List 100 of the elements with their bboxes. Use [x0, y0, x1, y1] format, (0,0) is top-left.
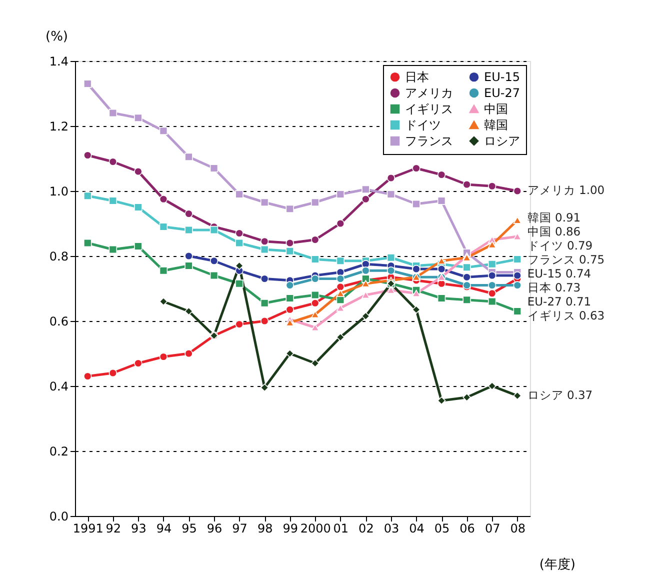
y-axis-title: (%) [46, 30, 68, 44]
x-tick-label: 03 [384, 522, 400, 536]
point [235, 280, 244, 288]
x-tick-label: 92 [106, 522, 122, 536]
point [108, 108, 118, 118]
point [159, 222, 168, 231]
point [260, 245, 269, 254]
annotation: アメリカ 1.00 [527, 183, 605, 197]
point [311, 255, 320, 264]
point [286, 306, 294, 314]
point [134, 167, 142, 176]
point [488, 289, 496, 298]
point [412, 306, 420, 314]
point [286, 204, 294, 213]
point [159, 266, 168, 275]
x-tick-label: 08 [510, 522, 526, 536]
annotation: ドイツ 0.79 [527, 238, 593, 252]
y-tick-label: 0.0 [49, 510, 68, 524]
point [260, 198, 269, 206]
point [134, 114, 142, 122]
point [437, 294, 446, 302]
point [260, 299, 269, 308]
point [235, 190, 244, 198]
x-tick-label: 95 [182, 522, 197, 536]
point [386, 254, 396, 262]
x-tick-label: 06 [460, 522, 475, 536]
point [311, 274, 320, 283]
point [513, 216, 522, 224]
point [184, 252, 193, 260]
legend-label: EU-15 [484, 70, 520, 84]
point [108, 368, 118, 378]
point [336, 282, 345, 291]
point [386, 286, 396, 294]
point [412, 164, 420, 172]
point [134, 359, 142, 368]
point [84, 372, 92, 380]
point [336, 274, 345, 283]
x-tick-label: 2000 [300, 522, 331, 536]
point [311, 198, 320, 206]
x-tick-label: 04 [409, 522, 424, 536]
point [437, 257, 446, 264]
point [108, 196, 118, 205]
point [286, 247, 294, 256]
y-tick-label: 1.4 [49, 54, 68, 68]
point [159, 126, 168, 135]
point [260, 237, 269, 246]
x-axis-title: (年度) [539, 556, 576, 572]
x-tick-label: 98 [257, 522, 273, 536]
point [235, 320, 244, 328]
y-tick-label: 1.0 [49, 184, 68, 198]
y-tick-label: 0.6 [49, 314, 68, 328]
annotation: 日本 0.73 [527, 280, 581, 294]
point [362, 266, 370, 275]
point [260, 316, 269, 326]
y-tick-label: 0.8 [49, 250, 68, 264]
annotation: EU-27 0.71 [527, 294, 592, 308]
point [362, 312, 370, 320]
point [488, 281, 496, 290]
point [311, 299, 320, 308]
point [488, 297, 496, 306]
point [513, 307, 522, 316]
point [386, 174, 396, 182]
point [513, 271, 522, 280]
legend-label: ドイツ [405, 118, 441, 132]
annotation: EU-15 0.74 [527, 266, 592, 280]
point [437, 170, 446, 179]
point [462, 296, 471, 304]
point [412, 264, 420, 274]
x-tick-label: 96 [206, 522, 222, 536]
x-tick-label: 01 [333, 522, 349, 536]
x-tick-label: 1991 [72, 522, 104, 536]
point [311, 359, 320, 368]
point [84, 80, 92, 88]
point [134, 242, 142, 250]
x-tick-label: 02 [358, 522, 374, 536]
point [210, 164, 218, 172]
point [311, 290, 320, 300]
point [513, 392, 522, 400]
x-tick-label: 97 [232, 522, 248, 536]
point [84, 238, 92, 248]
point [184, 262, 193, 270]
point [286, 238, 294, 248]
point [336, 190, 345, 198]
point [362, 185, 370, 194]
y-tick-label: 0.2 [49, 444, 68, 458]
point [336, 219, 345, 228]
point [311, 236, 320, 244]
point [488, 271, 496, 280]
point [184, 210, 193, 218]
legend-label: ロシア [484, 134, 520, 148]
point [210, 256, 218, 265]
legend-label: 日本 [405, 70, 429, 84]
point [336, 290, 345, 297]
point [134, 203, 142, 212]
x-tick-label: 07 [484, 522, 500, 536]
point [412, 200, 420, 208]
point [235, 229, 244, 238]
legend-label: アメリカ [405, 86, 453, 100]
point [108, 158, 118, 166]
point [184, 349, 193, 358]
